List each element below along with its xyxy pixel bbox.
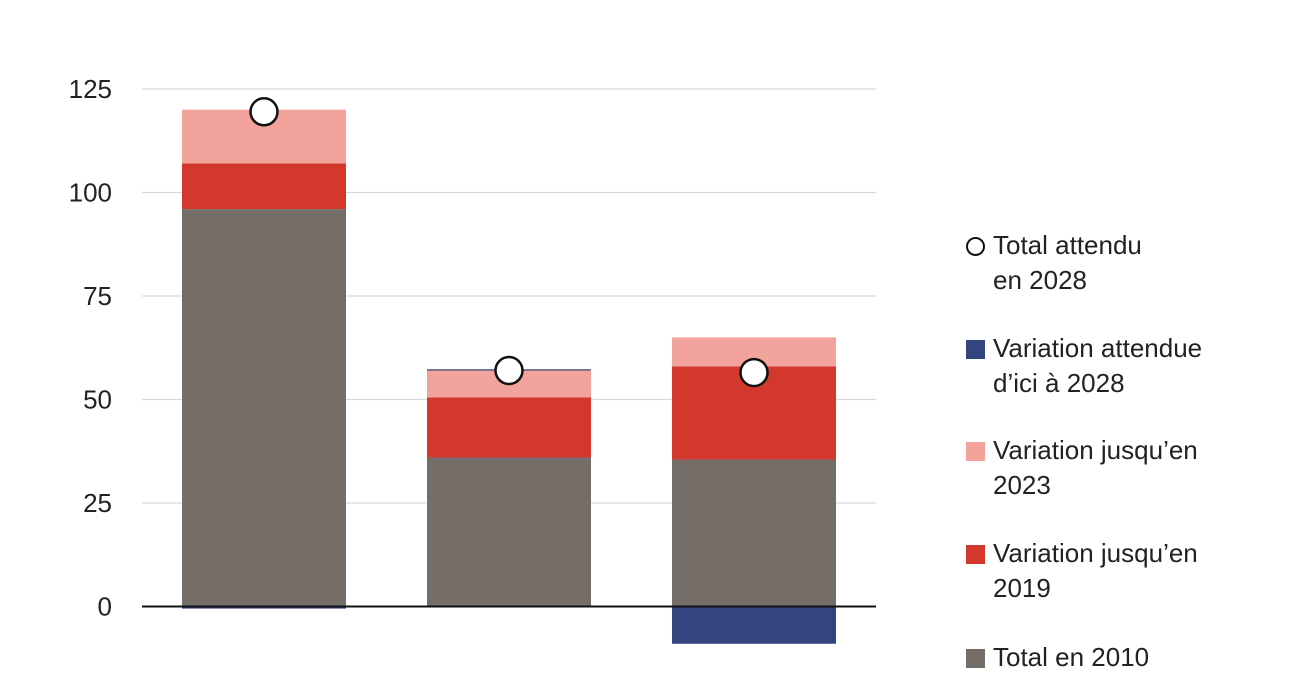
legend-item-total-2028: Total attendu en 2028 xyxy=(966,228,1233,298)
legend-label-line: 2019 xyxy=(993,573,1051,603)
legend-label-line: Variation jusqu’en xyxy=(993,435,1198,465)
legend-label-line: Total en 2010 xyxy=(993,642,1150,672)
legend-label-line: Variation attendue xyxy=(993,333,1203,363)
legend-label-line: d’ici à 2028 xyxy=(993,368,1125,398)
legend-item-total-2010: Total en 2010 xyxy=(966,640,1233,675)
y-tick-label: 25 xyxy=(83,488,112,518)
bar-segment xyxy=(427,457,591,607)
legend-item-variation-2019: Variation jusqu’en 2019 xyxy=(966,536,1233,606)
y-tick-label: 50 xyxy=(83,385,112,415)
legend-item-variation-2023: Variation jusqu’en 2023 xyxy=(966,433,1233,503)
y-tick-label: 75 xyxy=(83,281,112,311)
y-tick-label: 0 xyxy=(98,592,112,622)
y-tick-label: 100 xyxy=(69,178,112,208)
total-2028-marker xyxy=(739,357,769,388)
total-2028-marker xyxy=(494,355,524,386)
legend-circle-marker xyxy=(966,237,985,256)
bar-segment xyxy=(182,209,346,607)
legend-swatch xyxy=(966,649,985,668)
legend-label-line: 2023 xyxy=(993,470,1051,500)
bar-segment xyxy=(672,606,836,644)
y-tick-label: 25 xyxy=(83,695,112,700)
bar-segment xyxy=(182,606,346,609)
legend-label-line: Variation jusqu’en xyxy=(993,538,1198,568)
legend-swatch xyxy=(966,442,985,461)
legend-swatch xyxy=(966,545,985,564)
legend-label-line: Total attendu xyxy=(993,230,1142,260)
total-2028-marker xyxy=(249,97,279,127)
legend-label-line: en 2028 xyxy=(993,265,1087,295)
bar-segment xyxy=(672,459,836,607)
legend-item-variation-2028: Variation attendue d’ici à 2028 xyxy=(966,331,1233,401)
legend-swatch xyxy=(966,340,985,359)
bar-segment xyxy=(182,163,346,210)
bar-segment xyxy=(427,397,591,458)
y-tick-label: 125 xyxy=(69,74,112,104)
